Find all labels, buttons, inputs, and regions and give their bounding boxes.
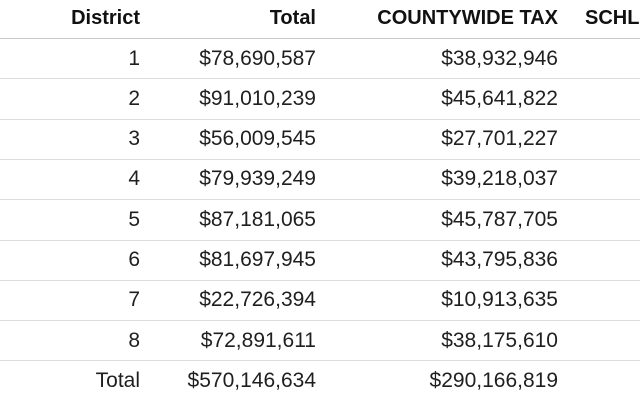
row-label: Total (95, 368, 140, 392)
table-cell: $27,701,227 (441, 127, 558, 151)
table-cell: $43,795,836 (441, 248, 558, 271)
row-divider (0, 199, 640, 200)
table-cell: $78,690,587 (199, 46, 316, 70)
row-divider (0, 240, 640, 241)
table-cell: $22,726,394 (199, 288, 316, 312)
row-divider (0, 78, 640, 79)
table-cell: $45,641,822 (441, 86, 558, 110)
table-cell: $72,891,611 (200, 328, 316, 352)
row-divider (0, 320, 640, 321)
table-cell: $290,166,819 (429, 368, 558, 392)
column-header: Total (269, 7, 316, 29)
table-cell: $38,175,610 (441, 328, 558, 352)
row-label: 8 (128, 328, 140, 352)
table-cell: $87,181,065 (199, 207, 316, 231)
table-cell: $38,932,946 (441, 46, 558, 70)
row-label: 6 (128, 248, 140, 271)
table-cell: $81,697,945 (199, 248, 316, 271)
row-label: 4 (128, 167, 140, 191)
table-cell: $56,009,545 (199, 127, 316, 151)
table-cell: $79,939,249 (199, 167, 316, 191)
table-cell: $91,010,239 (199, 86, 316, 110)
table-cell: $570,146,634 (187, 368, 316, 392)
row-label: 7 (128, 288, 140, 312)
row-divider (0, 360, 640, 361)
table-cell: $45,787,705 (441, 207, 558, 231)
row-label: 2 (128, 86, 140, 110)
row-label: 1 (128, 46, 140, 70)
column-header: SCHL (585, 7, 640, 29)
table-cell: $39,218,037 (441, 167, 558, 191)
row-divider (0, 38, 640, 39)
row-divider (0, 280, 640, 281)
column-header: District (71, 7, 140, 29)
row-divider (0, 159, 640, 160)
column-header: COUNTYWIDE TAX (377, 7, 558, 29)
table-cell: $10,913,635 (441, 288, 558, 312)
row-label: 5 (128, 207, 140, 231)
row-divider (0, 119, 640, 120)
row-label: 3 (128, 127, 140, 151)
